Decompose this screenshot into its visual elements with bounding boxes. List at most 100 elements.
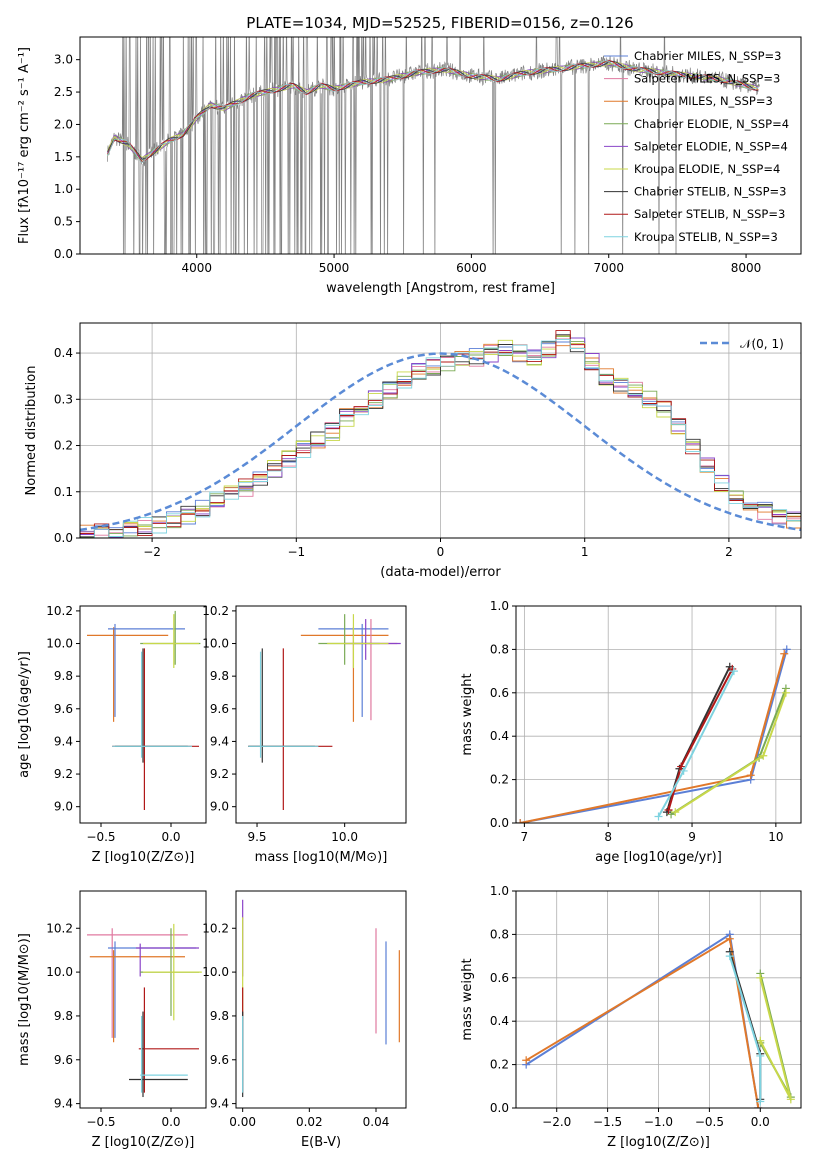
y-tick-label: 0.2 <box>490 773 509 787</box>
y-tick-label: 1.5 <box>54 150 73 164</box>
y-tick-label: 9.8 <box>54 1009 73 1023</box>
massZ-panel: −0.5 0.0 9.4 9.6 9.8 10.0 10.2 Z [log10(Z/Z⊙)] m… <box>17 890 207 1150</box>
mwAge-plot-area <box>516 645 791 823</box>
mwAge-marker-k_elodie <box>759 751 768 760</box>
spectrum-plot-area <box>107 37 760 254</box>
y-tick-label: 10.0 <box>46 637 73 651</box>
y-tick-label: 10.2 <box>202 921 229 935</box>
y-tick-label: 1.0 <box>490 599 509 613</box>
mwZ-plot-area <box>522 930 795 1108</box>
massE-frame <box>235 890 407 1109</box>
massZ-x-axis-label: Z [log10(Z/Z⊙)] <box>92 1135 195 1150</box>
y-tick-label: 0.2 <box>490 1058 509 1072</box>
y-tick-label: 9.2 <box>210 767 229 781</box>
y-tick-label: 0.8 <box>490 927 509 941</box>
massE-panel: 0.00 0.02 0.04 9.4 9.6 9.8 10.0 10.2 E(B-V) <box>202 890 407 1150</box>
massE-plot-area <box>242 899 400 1098</box>
x-tick-label: −0.5 <box>86 830 115 844</box>
y-tick-label: 0.2 <box>54 439 73 453</box>
y-tick-label: 9.2 <box>54 767 73 781</box>
legend-label: Kroupa ELODIE, N_SSP=4 <box>634 162 780 176</box>
legend-label-normal: 𝒩(0, 1) <box>740 337 784 351</box>
x-tick-label: 9.5 <box>247 830 266 844</box>
mwAge-marker-k_stelib <box>679 766 688 775</box>
y-tick-label: 0.4 <box>490 1014 509 1028</box>
y-tick-label: 10.0 <box>202 637 229 651</box>
mwZ-x-axis-label: Z [log10(Z/Z⊙)] <box>607 1135 710 1150</box>
mwAge-marker-s_stelib <box>664 805 673 814</box>
mwZ-marker-k_elodie <box>756 973 765 982</box>
hist-step-k_stelib <box>80 338 801 538</box>
y-tick-label: 1.0 <box>54 182 73 196</box>
y-tick-label: 0.0 <box>490 816 509 830</box>
ageZ-x-axis-label: Z [log10(Z/Z⊙)] <box>92 850 195 865</box>
x-tick-label: 6000 <box>456 261 487 275</box>
mwAge-panel: 7 8 9 10 0.0 0.2 0.4 0.6 0.8 1.0 age [log10(age/yr… <box>460 599 802 865</box>
spectrum-y-axis-label: Flux [fλ10⁻¹⁷ erg cm⁻² s⁻¹ A⁻¹] <box>17 47 32 244</box>
y-tick-label: 2.0 <box>54 117 73 131</box>
spectrum-panel: 4000 5000 6000 7000 8000 0.0 0.5 1.0 1.5 2.0 2.5 3.… <box>17 36 802 296</box>
ageM-x-axis-label: mass [log10(M/M⊙)] <box>255 850 388 865</box>
y-tick-label: 0.0 <box>54 247 73 261</box>
legend-label: Salpeter MILES, N_SSP=3 <box>634 72 780 86</box>
mwAge-marker-c_elodie <box>667 810 676 819</box>
mwZ-marker-k_miles <box>754 1104 763 1108</box>
y-tick-label: 9.6 <box>210 1053 229 1067</box>
y-tick-label: 10.2 <box>202 604 229 618</box>
normal-curve <box>80 352 801 532</box>
spectrum-legend: Chabrier MILES, N_SSP=3 Salpeter MILES, N… <box>604 49 789 244</box>
y-tick-label: 0.5 <box>54 215 73 229</box>
ageM-plot-area <box>248 614 401 810</box>
y-tick-label: 0.0 <box>54 531 73 545</box>
massZ-plot-area <box>87 923 202 1098</box>
mwAge-marker-c_miles <box>782 645 791 654</box>
mwZ-series-k_miles <box>525 937 760 1108</box>
spectrum-frame <box>79 36 802 255</box>
x-tick-label: −1 <box>287 545 305 559</box>
figure-title: PLATE=1034, MJD=52525, FIBERID=0156, z=0… <box>246 14 633 32</box>
mwZ-marker-k_stelib <box>756 1097 765 1106</box>
y-tick-label: 0.6 <box>490 686 509 700</box>
mwAge-marker-k_stelib <box>654 812 663 821</box>
mwAge-y-axis-label: mass weight <box>460 673 475 755</box>
y-tick-label: 9.8 <box>210 1009 229 1023</box>
y-tick-label: 10.2 <box>46 921 73 935</box>
mwAge-frame <box>515 605 802 824</box>
y-tick-label: 9.4 <box>54 1097 73 1111</box>
x-tick-label: 0.00 <box>229 1115 256 1129</box>
mwZ-y-axis-label: mass weight <box>460 958 475 1040</box>
y-tick-label: 10.2 <box>46 604 73 618</box>
y-tick-label: 9.0 <box>210 800 229 814</box>
x-tick-label: −1.0 <box>644 1115 673 1129</box>
y-tick-label: 0.6 <box>490 971 509 985</box>
legend-label: Chabrier ELODIE, N_SSP=4 <box>634 117 789 131</box>
spectrum-x-axis-label: wavelength [Angstrom, rest frame] <box>326 281 555 296</box>
x-tick-label: 8000 <box>731 261 762 275</box>
mwZ-marker-k_elodie <box>756 1036 765 1045</box>
x-tick-label: 0.0 <box>751 1115 770 1129</box>
x-tick-label: 0.02 <box>296 1115 323 1129</box>
x-tick-label: 9 <box>688 830 696 844</box>
x-tick-label: 0 <box>437 545 445 559</box>
legend-label: Salpeter STELIB, N_SSP=3 <box>634 207 785 221</box>
hist-x-axis-label: (data-model)/error <box>380 565 501 580</box>
mwZ-panel: −2.0 −1.5 −1.0 −0.5 0.0 0.0 0.2 0.4 0.6 0.8 1.0 Z [… <box>460 884 802 1150</box>
y-tick-label: 0.4 <box>490 729 509 743</box>
mwAge-marker-k_stelib <box>729 667 738 676</box>
legend-label: Kroupa MILES, N_SSP=3 <box>634 94 773 108</box>
y-tick-label: 10.0 <box>46 965 73 979</box>
mwAge-marker-k_miles <box>516 819 525 823</box>
y-tick-label: 0.0 <box>490 1101 509 1115</box>
x-tick-label: −0.5 <box>86 1115 115 1129</box>
mwAge-marker-k_miles <box>780 649 789 658</box>
y-tick-label: 9.0 <box>54 800 73 814</box>
hist-panel: −2 −1 0 1 2 0.0 0.1 0.2 0.3 0.4 (data-model)/error… <box>24 322 802 580</box>
x-tick-label: 5000 <box>319 261 350 275</box>
y-tick-label: 9.4 <box>210 1097 229 1111</box>
x-tick-label: 0.04 <box>363 1115 390 1129</box>
y-tick-label: 9.4 <box>210 734 229 748</box>
y-tick-label: 9.4 <box>54 734 73 748</box>
model-spectrum-k_stelib <box>107 60 759 164</box>
x-tick-label: 0.0 <box>161 830 180 844</box>
